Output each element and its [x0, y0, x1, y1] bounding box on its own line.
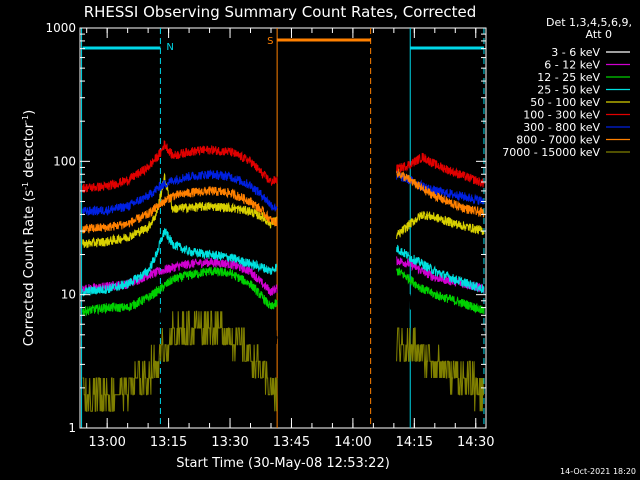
series-line: [396, 152, 485, 188]
legend-label: 800 - 7000 keV: [516, 134, 600, 147]
x-tick-label: 13:00: [88, 435, 125, 450]
x-tick-label: 13:15: [150, 435, 187, 450]
series-line: [82, 266, 278, 317]
y-tick-label: 1000: [45, 21, 76, 35]
series-line: [396, 210, 485, 240]
series-line: [82, 172, 278, 249]
legend-label: 3 - 6 keV: [551, 46, 600, 59]
chart-title: RHESSI Observing Summary Count Rates, Co…: [84, 3, 477, 21]
flag-label: N: [166, 42, 173, 53]
legend-label: 300 - 800 keV: [523, 121, 600, 134]
series-line: [396, 168, 485, 218]
y-axis: 1 10 100 1000: [45, 21, 486, 435]
legend-label: 100 - 300 keV: [523, 109, 600, 122]
legend-label: 25 - 50 keV: [537, 84, 600, 97]
y-axis-label: Corrected Count Rate (s-1 detector-1): [21, 110, 37, 346]
legend-label: 6 - 12 keV: [544, 59, 600, 72]
legend-header-line2: Att 0: [586, 28, 612, 41]
y-tick-label: 100: [53, 154, 76, 168]
x-tick-label: 13:45: [273, 435, 310, 450]
x-tick-label: 13:30: [211, 435, 248, 450]
series-line: [82, 310, 278, 412]
x-tick-label: 14:30: [457, 435, 494, 450]
render-timestamp: 14-Oct-2021 18:20: [560, 467, 636, 476]
series-line: [396, 244, 485, 294]
series-line: [82, 186, 278, 234]
series-line: [396, 288, 485, 344]
legend-label: 50 - 100 keV: [530, 96, 600, 109]
series-line: [82, 140, 278, 194]
x-tick-label: 14:15: [396, 435, 433, 450]
series-line: [82, 169, 278, 216]
x-tick-label: 14:00: [334, 435, 371, 450]
series-line: [82, 273, 278, 348]
y-tick-label: 1: [68, 421, 76, 435]
x-axis: 13:00 13:15 13:30 13:45 14:00 14:15 14:30: [86, 28, 494, 450]
flag-label: S: [267, 36, 273, 47]
series-line: [396, 267, 485, 315]
plot-frame: [79, 27, 487, 429]
legend-label: 12 - 25 keV: [537, 71, 600, 84]
plot-area: NS: [79, 27, 487, 429]
y-axis-label-mid: detector: [22, 122, 37, 182]
legend-label: 7000 - 15000 keV: [502, 146, 600, 159]
legend-header-line1: Det 1,3,4,5,6,9,: [546, 16, 632, 29]
series-line: [396, 327, 484, 412]
series-line: [82, 227, 278, 297]
y-axis-label-sup2: -1: [21, 115, 30, 123]
y-tick-label: 10: [61, 288, 76, 302]
y-axis-label-sup1: -1: [21, 182, 30, 190]
y-axis-label-main: Corrected Count Rate (s: [22, 190, 37, 347]
y-axis-label-end: ): [22, 110, 37, 115]
x-axis-label: Start Time (30-May-08 12:53:22): [176, 456, 390, 471]
